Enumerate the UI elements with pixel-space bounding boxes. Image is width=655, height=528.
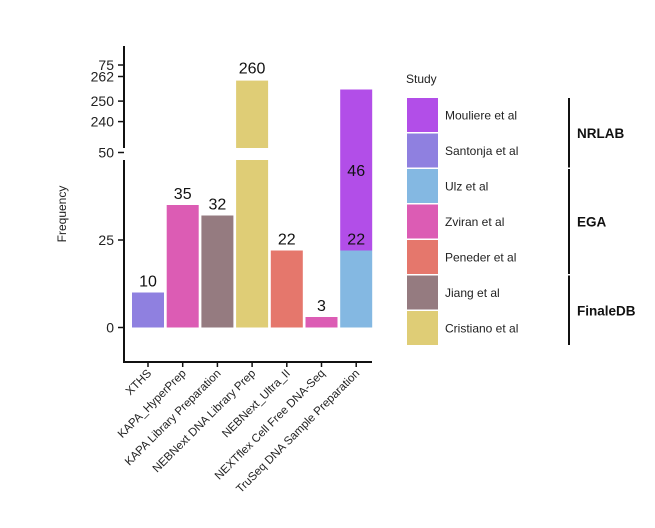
y-tick-label: 25	[98, 232, 114, 248]
legend-key	[407, 240, 438, 274]
bar-value-label: 3	[317, 298, 326, 315]
legend-label: Santonja et al	[445, 144, 518, 158]
legend-label: Peneder et al	[445, 251, 516, 265]
y-tick-label: 262	[91, 69, 115, 85]
bar-value-label: 46	[347, 163, 365, 180]
y-tick-label: 0	[106, 320, 114, 336]
data-labels: 10 35 32 260 22 3 22 46	[139, 61, 365, 315]
bar	[270, 250, 303, 328]
bar-value-label: 35	[174, 186, 192, 203]
legend-key	[407, 311, 438, 345]
legend-label: Jiang et al	[445, 286, 500, 300]
bar-value-label: 32	[209, 197, 227, 214]
legend-title: Study	[406, 72, 437, 86]
legend-key	[407, 133, 438, 168]
legend-label: Zviran et al	[445, 215, 504, 229]
bar	[305, 317, 338, 328]
legend-label: Mouliere et al	[445, 109, 517, 123]
y-tick-label: 240	[91, 114, 115, 130]
legend-key	[407, 275, 438, 310]
bar-value-label: 10	[139, 274, 157, 291]
bar-upper-segment	[236, 80, 269, 148]
legend-group-label: EGA	[577, 215, 607, 230]
legend-label: Cristiano et al	[445, 322, 518, 336]
bar	[340, 250, 373, 328]
legend-key	[407, 98, 438, 132]
y-tick-label: 75	[98, 57, 114, 73]
legend-key	[407, 204, 438, 239]
x-tick-label: XTHS	[124, 367, 154, 397]
legend-label: Ulz et al	[445, 180, 488, 194]
bar-value-label: 22	[278, 232, 296, 249]
x-tick-label: TruSeq DNA Sample Preparation	[234, 368, 362, 496]
bar	[166, 205, 199, 328]
bar	[236, 160, 269, 328]
bars	[132, 80, 373, 328]
legend: Study Mouliere et al Santonja et al Ulz et …	[406, 72, 636, 345]
legend-key	[407, 169, 438, 203]
y-axis-label: Frequency	[55, 186, 69, 243]
axes: 0 25 50 75 240 250 262 Frequency	[55, 46, 372, 363]
bar	[340, 89, 373, 251]
bar	[201, 215, 234, 328]
legend-group-label: FinaleDB	[577, 303, 636, 318]
bar-value-label: 22	[347, 232, 365, 249]
bar-value-label: 260	[239, 61, 266, 78]
legend-group-label: NRLAB	[577, 126, 624, 141]
bar	[132, 292, 164, 328]
y-tick-label: 50	[98, 145, 114, 161]
y-tick-label: 250	[91, 93, 115, 109]
